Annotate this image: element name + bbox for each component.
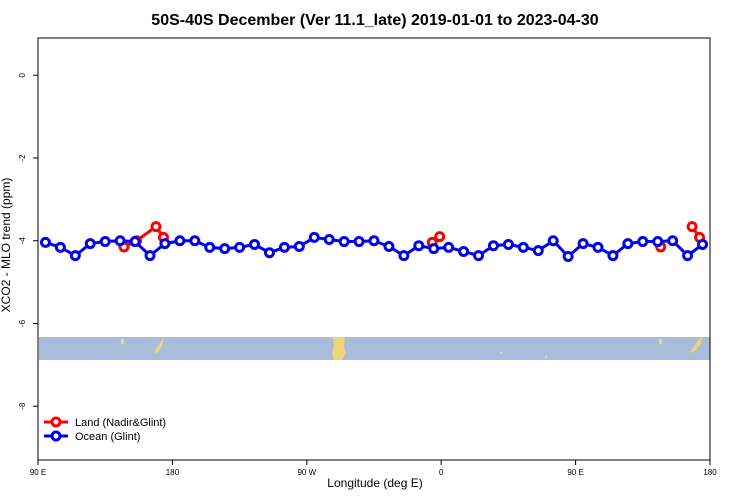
point [174, 235, 186, 247]
point [607, 250, 619, 262]
x-tick-label: 180 [703, 468, 717, 477]
legend-marker [50, 416, 62, 428]
y-tick-label: -8 [18, 402, 27, 410]
point [69, 250, 81, 262]
x-tick-label: 90 W [297, 468, 316, 477]
point [428, 243, 440, 255]
point [517, 241, 529, 253]
point [39, 236, 51, 248]
point [686, 221, 698, 233]
point [443, 241, 455, 253]
plot-frame [37, 37, 711, 461]
point [487, 240, 499, 252]
point [473, 250, 485, 262]
point [652, 236, 664, 248]
point [150, 221, 162, 233]
map-strip [39, 337, 710, 360]
point [368, 235, 380, 247]
y-tick-label: 0 [18, 72, 27, 77]
point [293, 241, 305, 253]
legend-label: Land (Nadir&Glint) [75, 417, 166, 429]
point [353, 236, 365, 248]
point [622, 238, 634, 250]
point [562, 250, 574, 262]
y-axis-label: XCO2 - MLO trend (ppm) [0, 178, 13, 313]
point [204, 241, 216, 253]
point [323, 233, 335, 245]
point [383, 241, 395, 253]
point [458, 245, 470, 257]
y-tick-label: -6 [18, 319, 27, 327]
point [502, 238, 514, 250]
x-tick-label: 90 E [567, 468, 583, 477]
point [697, 238, 709, 250]
point [413, 240, 425, 252]
point [234, 241, 246, 253]
point [398, 250, 410, 262]
point [592, 241, 604, 253]
x-tick-label: 180 [166, 468, 180, 477]
point [84, 238, 96, 250]
y-tick-label: -2 [18, 154, 27, 162]
point [682, 250, 694, 262]
point [129, 236, 141, 248]
legend-marker [50, 430, 62, 442]
point [189, 235, 201, 247]
point [547, 235, 559, 247]
point [577, 238, 589, 250]
chart-title: 50S-40S December (Ver 11.1_late) 2019-01… [151, 12, 599, 29]
point [219, 243, 231, 255]
y-tick-label: -4 [18, 237, 27, 245]
point [144, 250, 156, 262]
point [54, 241, 66, 253]
point [308, 231, 320, 243]
point [667, 235, 679, 247]
legend-label: Ocean (Glint) [75, 431, 140, 443]
point [159, 238, 171, 250]
point [278, 241, 290, 253]
point [338, 236, 350, 248]
point [114, 235, 126, 247]
point [99, 236, 111, 248]
point [434, 231, 446, 243]
x-tick-label: 0 [439, 468, 444, 477]
x-tick-label: 90 E [30, 468, 46, 477]
point [249, 238, 261, 250]
point [532, 245, 544, 257]
x-axis-label: Longitude (deg E) [327, 476, 422, 490]
point [637, 236, 649, 248]
point [263, 247, 275, 259]
